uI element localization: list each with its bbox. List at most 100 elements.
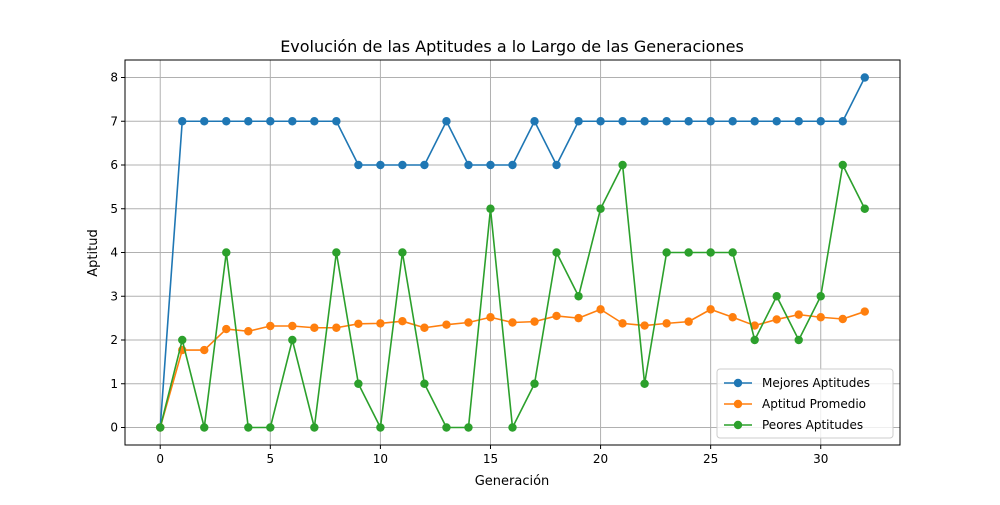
x-tick-label: 5 bbox=[266, 452, 274, 466]
data-point bbox=[574, 292, 583, 301]
data-point bbox=[222, 324, 231, 334]
data-point bbox=[464, 318, 473, 327]
data-point bbox=[156, 423, 165, 432]
data-point bbox=[420, 379, 429, 388]
y-axis-label: Aptitud bbox=[86, 229, 101, 276]
series-3 bbox=[156, 160, 869, 432]
x-tick-label: 10 bbox=[373, 452, 388, 466]
data-point bbox=[860, 307, 869, 316]
data-point bbox=[288, 117, 297, 126]
data-point bbox=[750, 117, 759, 126]
data-point bbox=[178, 335, 187, 345]
data-point bbox=[266, 321, 275, 331]
data-point bbox=[838, 160, 847, 170]
data-point bbox=[266, 117, 275, 126]
data-point bbox=[816, 313, 825, 322]
data-point bbox=[706, 248, 715, 257]
data-point bbox=[178, 117, 187, 126]
y-tick-label: 8 bbox=[110, 71, 118, 85]
data-point bbox=[398, 316, 407, 326]
legend-marker bbox=[733, 420, 743, 430]
data-point bbox=[442, 423, 451, 432]
data-point bbox=[354, 319, 363, 329]
y-tick-label: 6 bbox=[110, 158, 118, 172]
data-point bbox=[618, 319, 627, 328]
data-point bbox=[684, 117, 693, 126]
legend: Mejores Aptitudes Aptitud Promedio Peores … bbox=[716, 368, 894, 439]
y-tick-label: 3 bbox=[110, 289, 118, 303]
data-point bbox=[376, 160, 385, 170]
x-axis-label: Generación bbox=[475, 474, 550, 489]
data-point bbox=[794, 117, 803, 126]
data-point bbox=[310, 117, 319, 126]
data-point bbox=[728, 117, 737, 126]
data-point bbox=[200, 345, 209, 355]
data-point bbox=[332, 323, 341, 332]
y-tick-label: 4 bbox=[110, 246, 118, 260]
y-tick-label: 2 bbox=[110, 333, 118, 347]
data-point bbox=[442, 117, 451, 126]
legend-label: Peores Aptitudes bbox=[762, 418, 863, 432]
y-tick-label: 1 bbox=[110, 377, 118, 391]
legend-label: Mejores Aptitudes bbox=[762, 376, 870, 390]
legend-label: Aptitud Promedio bbox=[762, 397, 866, 411]
x-tick-label: 30 bbox=[813, 452, 828, 466]
data-point bbox=[552, 248, 561, 257]
data-point bbox=[464, 160, 473, 170]
data-point bbox=[574, 117, 583, 126]
data-point bbox=[310, 323, 319, 332]
data-point bbox=[354, 160, 363, 170]
data-point bbox=[508, 423, 517, 432]
data-point bbox=[618, 117, 627, 126]
data-point bbox=[486, 313, 495, 322]
data-point bbox=[376, 319, 385, 328]
data-point bbox=[508, 318, 517, 327]
series-1 bbox=[156, 73, 869, 432]
data-point bbox=[486, 160, 495, 170]
data-point bbox=[200, 117, 209, 126]
y-tick-label: 7 bbox=[110, 114, 118, 128]
data-point bbox=[200, 423, 209, 432]
data-point bbox=[398, 248, 407, 257]
data-point bbox=[816, 117, 825, 126]
data-point bbox=[640, 379, 649, 388]
data-point bbox=[662, 117, 671, 126]
x-tick-label: 20 bbox=[593, 452, 608, 466]
data-point bbox=[332, 117, 341, 126]
data-point bbox=[838, 117, 847, 126]
data-point bbox=[354, 379, 363, 388]
data-point bbox=[552, 160, 561, 170]
data-point bbox=[640, 117, 649, 126]
data-point bbox=[794, 310, 803, 319]
data-point bbox=[310, 423, 319, 432]
data-point bbox=[508, 160, 517, 170]
data-point bbox=[816, 292, 825, 301]
legend-marker bbox=[733, 399, 743, 409]
data-point bbox=[398, 160, 407, 170]
data-point bbox=[750, 335, 759, 345]
data-point bbox=[618, 160, 627, 170]
data-point bbox=[684, 248, 693, 257]
data-point bbox=[552, 311, 561, 321]
data-point bbox=[244, 117, 253, 126]
data-point bbox=[728, 248, 737, 257]
data-point bbox=[244, 327, 253, 336]
data-point bbox=[244, 423, 253, 432]
data-point bbox=[442, 320, 451, 329]
data-point bbox=[662, 248, 671, 257]
data-point bbox=[530, 317, 539, 326]
data-point bbox=[860, 73, 869, 82]
legend-marker bbox=[733, 378, 743, 388]
data-point bbox=[838, 314, 847, 324]
data-point bbox=[640, 321, 649, 330]
data-point bbox=[530, 379, 539, 388]
data-point bbox=[332, 248, 341, 257]
data-point bbox=[596, 204, 605, 213]
data-point bbox=[288, 335, 297, 345]
y-tick-label: 0 bbox=[110, 421, 118, 435]
data-point bbox=[420, 160, 429, 170]
data-point bbox=[288, 321, 297, 331]
series-layer bbox=[156, 73, 869, 432]
